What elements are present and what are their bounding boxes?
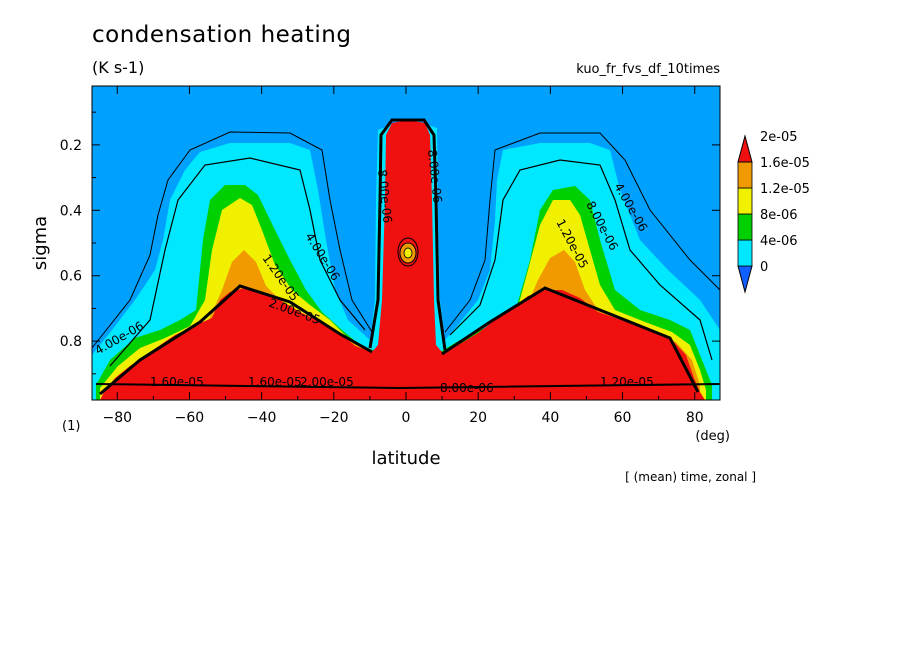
contour-line: [368, 118, 447, 351]
contour-line: [99, 284, 373, 396]
chart-title: condensation heating: [92, 22, 352, 48]
y-tick-label: 0.6: [60, 269, 82, 285]
y-tick-label: 0.2: [60, 138, 82, 154]
colorbar-label: 1.6e-05: [760, 156, 810, 171]
colorbar-label: 1.2e-05: [760, 182, 810, 197]
y-axis: 0.2 0.4 0.6 0.8: [60, 111, 720, 375]
contour-line: [397, 237, 419, 267]
contour-label: 8.00e-06: [375, 169, 395, 224]
contour-line: [95, 383, 720, 390]
averaging-note: [ (mean) time, zonal ]: [625, 470, 756, 484]
frame-label: (1): [62, 419, 80, 434]
units-label: (K s-1): [92, 58, 145, 77]
contour-line: [444, 132, 720, 333]
colorbar-label: 2e-05: [760, 130, 798, 145]
contour-lines: [92, 118, 720, 396]
x-axis-unit: (deg): [695, 429, 730, 444]
x-axis-label: latitude: [371, 448, 440, 469]
y-tick-label: 0.8: [60, 334, 82, 350]
colorbar-label: 0: [760, 260, 768, 275]
colorbar-extend-low: [737, 265, 753, 294]
colorbar-swatch: [737, 161, 753, 189]
x-tick-label: −60: [175, 410, 205, 426]
y-tick-label: 0.4: [60, 203, 82, 219]
colorbar-label: 8e-06: [760, 208, 798, 223]
contour-line: [92, 131, 373, 349]
equatorial-feature: [399, 242, 417, 264]
x-tick-label: 20: [469, 410, 487, 426]
colorbar-swatch: [737, 187, 753, 215]
contour-line: [441, 286, 700, 393]
x-tick-label: 60: [614, 410, 632, 426]
contour-label: 8.00e-06: [425, 149, 445, 204]
x-tick-label: −80: [102, 410, 132, 426]
x-tick-label: 40: [541, 410, 559, 426]
x-axis: −80 −60 −40 −20 0 20 40 60 80: [102, 86, 704, 426]
colorbar-swatch: [737, 239, 753, 267]
colorbar-label: 4e-06: [760, 234, 798, 249]
contour-line: [109, 157, 366, 367]
contour-label: 1.60e-05: [248, 375, 302, 389]
x-tick-label: −20: [319, 410, 349, 426]
colorbar-swatch: [737, 213, 753, 241]
colorbar: 0 4e-06 8e-06 1.2e-05 1.6e-05 2e-05: [737, 130, 810, 294]
x-tick-label: −40: [247, 410, 277, 426]
contour-label: 2.00e-05: [300, 375, 354, 389]
colorbar-extend-high: [737, 134, 753, 163]
contour-label: 1.60e-05: [150, 375, 204, 389]
run-name-label: kuo_fr_fvs_df_10times: [576, 62, 720, 77]
contour-label: 1.20e-05: [600, 375, 654, 389]
x-tick-label: 80: [686, 410, 704, 426]
y-axis-label: sigma: [30, 216, 51, 270]
contour-label: 8.00e-06: [440, 381, 494, 395]
contour-line: [449, 159, 713, 361]
x-tick-label: 0: [402, 410, 411, 426]
